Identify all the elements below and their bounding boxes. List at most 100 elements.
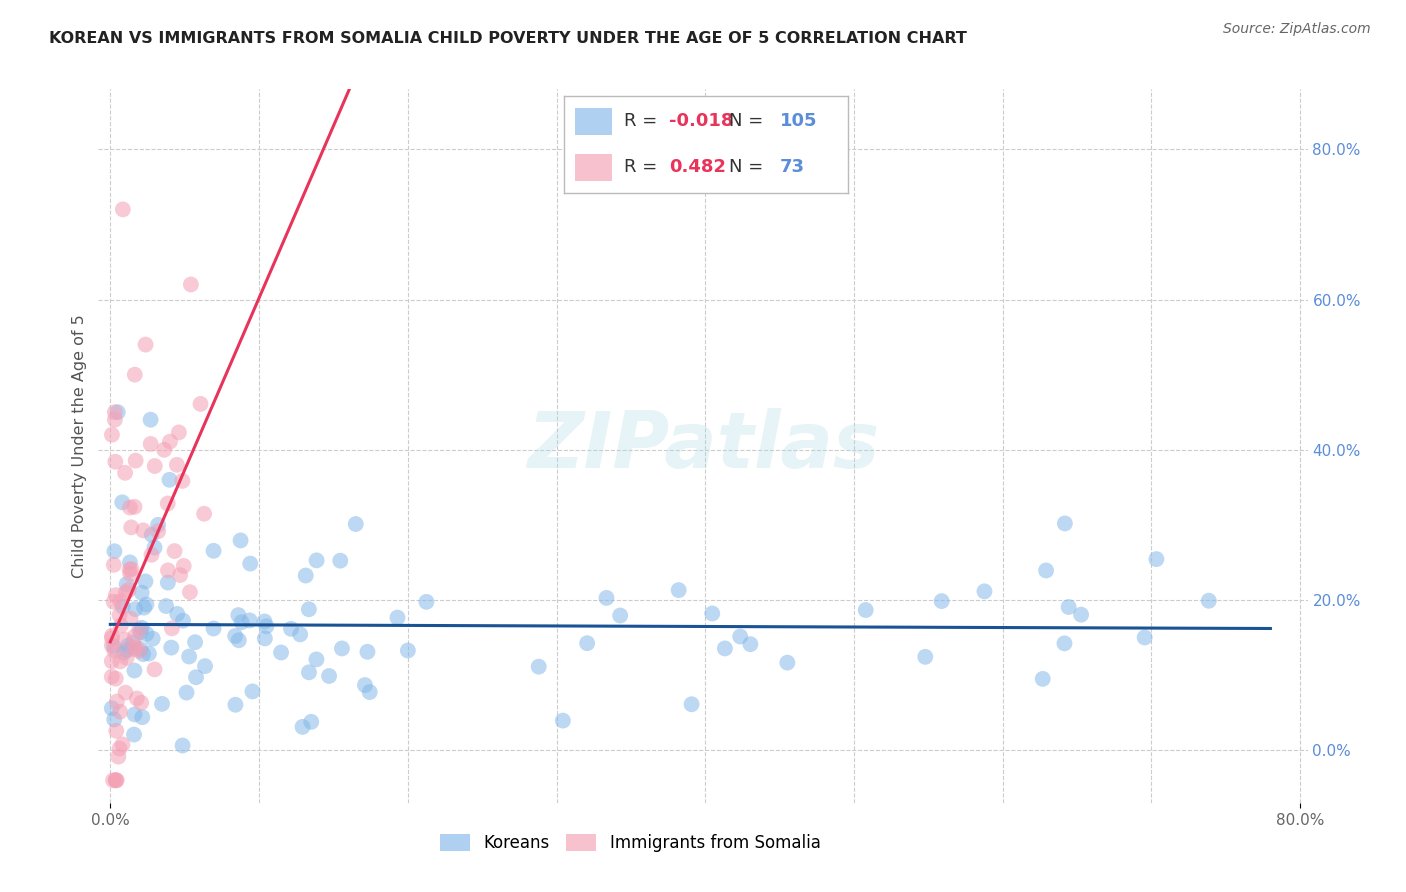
Point: [1198, 593, 1220, 607]
Point: [1070, 607, 1092, 622]
Point: [104, 455, 127, 469]
Point: [139, 437, 162, 451]
Text: KOREAN VS IMMIGRANTS FROM SOMALIA CHILD POVERTY UNDER THE AGE OF 5 CORRELATION C: KOREAN VS IMMIGRANTS FROM SOMALIA CHILD …: [49, 31, 967, 46]
Point: [179, 649, 201, 664]
Text: Source: ZipAtlas.com: Source: ZipAtlas.com: [1223, 22, 1371, 37]
Point: [160, 640, 183, 655]
Point: [190, 397, 212, 411]
Point: [103, 640, 125, 654]
Point: [108, 741, 131, 756]
Point: [159, 473, 181, 487]
Point: [112, 646, 135, 660]
Point: [668, 583, 690, 598]
Point: [110, 654, 132, 668]
Point: [124, 642, 146, 657]
Point: [101, 427, 124, 442]
Point: [239, 614, 262, 628]
Point: [124, 602, 146, 616]
Point: [228, 608, 250, 623]
Point: [176, 685, 198, 699]
Point: [356, 645, 378, 659]
Point: [142, 632, 165, 646]
Point: [714, 641, 737, 656]
Point: [224, 629, 246, 643]
Point: [156, 496, 179, 510]
Point: [202, 622, 225, 636]
Point: [194, 659, 217, 673]
Point: [103, 558, 125, 572]
Point: [101, 773, 124, 788]
Point: [776, 656, 799, 670]
Point: [101, 631, 124, 645]
Point: [239, 557, 262, 571]
Point: [184, 670, 207, 684]
Point: [291, 720, 314, 734]
Point: [294, 568, 316, 582]
Point: [135, 627, 157, 641]
Point: [138, 647, 160, 661]
Point: [172, 474, 194, 488]
Point: [120, 567, 142, 582]
Point: [329, 554, 352, 568]
Point: [231, 615, 253, 630]
Point: [298, 665, 321, 680]
Point: [143, 458, 166, 473]
Point: [931, 594, 953, 608]
Point: [120, 520, 142, 534]
Point: [129, 641, 152, 656]
Point: [104, 773, 127, 788]
Point: [229, 533, 252, 548]
Point: [202, 543, 225, 558]
Point: [104, 588, 127, 602]
Y-axis label: Child Poverty Under the Age of 5: Child Poverty Under the Age of 5: [72, 314, 87, 578]
Point: [101, 638, 124, 652]
Point: [1057, 599, 1080, 614]
Point: [299, 714, 322, 729]
Point: [122, 635, 145, 649]
Point: [121, 562, 143, 576]
Point: [101, 629, 124, 643]
Point: [318, 669, 340, 683]
Point: [143, 541, 166, 555]
Point: [344, 517, 367, 532]
Point: [166, 607, 188, 621]
Point: [101, 701, 124, 715]
Point: [132, 600, 155, 615]
Point: [740, 637, 762, 651]
Point: [270, 646, 292, 660]
Point: [117, 582, 139, 597]
Point: [359, 685, 381, 699]
Point: [111, 202, 134, 217]
Point: [146, 524, 169, 539]
Point: [305, 652, 328, 666]
Point: [551, 714, 574, 728]
Point: [169, 568, 191, 582]
Point: [135, 598, 157, 612]
Point: [681, 698, 703, 712]
Point: [609, 608, 631, 623]
Point: [228, 633, 250, 648]
Point: [132, 647, 155, 661]
Point: [124, 453, 146, 467]
Point: [288, 627, 311, 641]
Point: [124, 640, 146, 655]
Point: [104, 413, 127, 427]
Point: [108, 594, 131, 608]
Point: [101, 654, 124, 668]
Point: [855, 603, 877, 617]
Point: [576, 636, 599, 650]
Point: [159, 434, 181, 449]
Point: [914, 649, 936, 664]
Point: [115, 650, 138, 665]
Point: [111, 495, 134, 509]
Point: [103, 595, 125, 609]
Point: [143, 662, 166, 676]
Point: [153, 442, 176, 457]
Point: [122, 728, 145, 742]
Point: [595, 591, 617, 605]
Point: [156, 563, 179, 577]
Point: [111, 599, 134, 614]
Point: [167, 425, 190, 440]
Point: [118, 500, 141, 515]
Point: [193, 507, 215, 521]
